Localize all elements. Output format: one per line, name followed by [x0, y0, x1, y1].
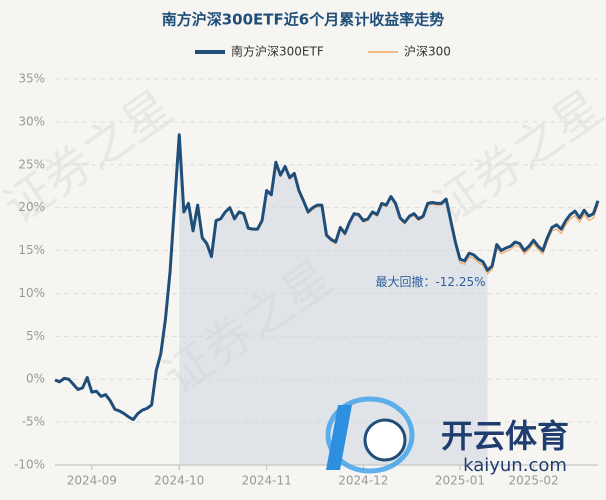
- series-line: [54, 133, 600, 422]
- y-tick-label: 30%: [18, 114, 45, 128]
- x-tick-label: 2025-02: [509, 474, 559, 488]
- logo-name: 开云体育: [441, 417, 569, 455]
- y-tick-label: 0%: [26, 372, 45, 386]
- logo: 开云体育 kaiyun.com: [325, 396, 569, 476]
- drawdown-label: 最大回撤：-12.25%: [375, 274, 485, 289]
- logo-url: kaiyun.com: [463, 455, 567, 476]
- y-tick-label: 20%: [18, 200, 45, 214]
- plot: 南方沪深300ETF 沪深300 -10% -5% 0% 5% 10% 15% 20% 25% 30…: [14, 44, 600, 488]
- logo-k: [326, 405, 352, 470]
- x-tick-label: 2024-12: [338, 474, 388, 488]
- x-tick-label: 2024-10: [154, 474, 204, 488]
- y-tick-label: 25%: [18, 157, 45, 171]
- chart-title: 南方沪深300ETF近6个月累计收益率走势: [162, 11, 444, 29]
- logo-ball: [363, 418, 407, 462]
- x-tick-label: 2024-09: [67, 474, 117, 488]
- x-tick-label: 2025-01: [435, 474, 485, 488]
- legend-label: 南方沪深300ETF: [231, 44, 324, 59]
- x-tick-label: 2024-11: [242, 474, 292, 488]
- y-tick-label: -5%: [22, 415, 45, 429]
- y-tick-label: 15%: [18, 243, 45, 257]
- legend-label: 沪深300: [404, 45, 451, 59]
- y-tick-label: -10%: [14, 458, 45, 472]
- y-tick-label: 35%: [18, 72, 45, 86]
- logo-ring: [325, 396, 415, 474]
- y-tick-label: 5%: [26, 329, 45, 343]
- y-tick-label: 10%: [18, 286, 45, 300]
